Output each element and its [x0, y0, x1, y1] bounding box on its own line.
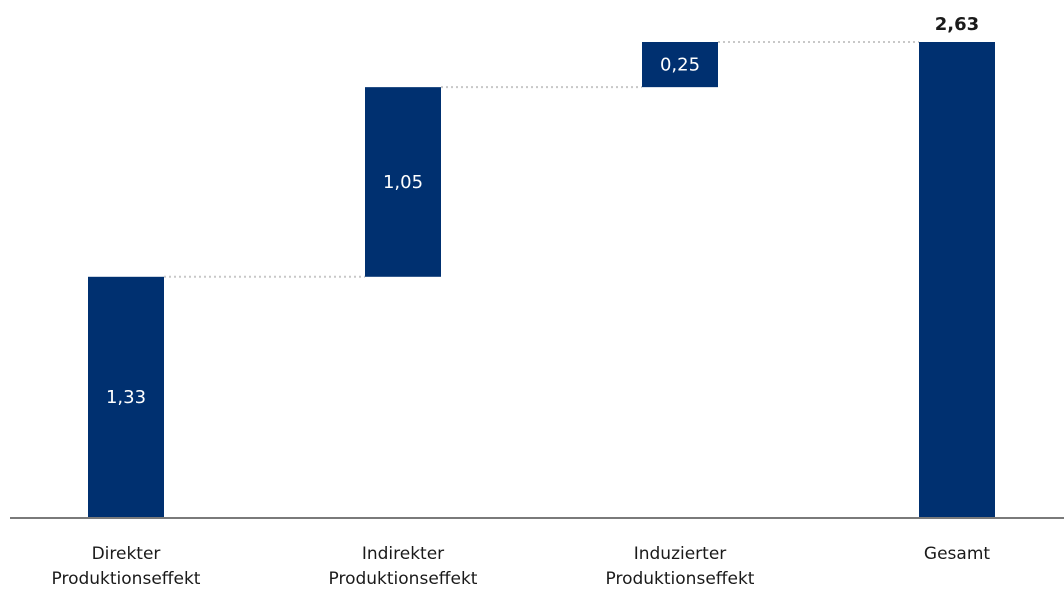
value-label-0: 1,33: [106, 387, 146, 408]
category-label-line: Produktionseffekt: [52, 569, 201, 589]
category-labels-group: Direkter Produktionseffekt Indirekter Produ…: [52, 544, 991, 589]
category-label-line: Induzierter: [634, 544, 727, 564]
category-label-line: Produktionseffekt: [329, 569, 478, 589]
category-label-line: Direkter: [92, 544, 161, 564]
category-label-line: Gesamt: [924, 544, 990, 564]
category-label-2: Induzierter Produktionseffekt: [606, 544, 755, 589]
category-label-3: Gesamt: [924, 544, 990, 564]
category-label-0: Direkter Produktionseffekt: [52, 544, 201, 589]
bar-3: [919, 42, 995, 517]
bar-2: [642, 42, 718, 88]
bar-1: [365, 87, 441, 277]
category-label-line: Produktionseffekt: [606, 569, 755, 589]
bar-0: [88, 276, 164, 517]
category-label-1: Indirekter Produktionseffekt: [329, 544, 478, 589]
connector-lines: [164, 41, 919, 278]
bars-group: [88, 42, 995, 517]
value-label-2: 0,25: [660, 55, 700, 76]
value-labels-group: 1,33 1,05 0,25 2,63: [106, 14, 979, 408]
value-label-1: 1,05: [383, 172, 423, 193]
total-value-label: 2,63: [935, 14, 979, 35]
category-label-line: Indirekter: [362, 544, 444, 564]
